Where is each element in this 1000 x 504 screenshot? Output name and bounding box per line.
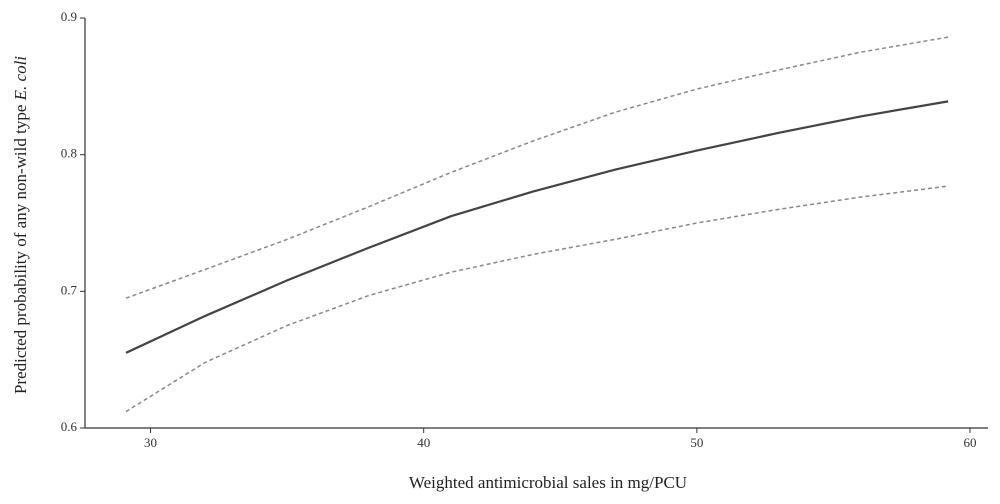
x-axis-label: Weighted antimicrobial sales in mg/PCU [409, 473, 687, 492]
series-line [125, 100, 949, 354]
x-tick-label: 50 [690, 435, 703, 450]
y-tick-label: 0.7 [61, 282, 78, 297]
y-axis-label: Predicted probability of any non-wild ty… [11, 56, 30, 394]
x-tick-label: 60 [963, 435, 976, 450]
y-tick-label: 0.8 [61, 146, 77, 161]
y-axis-label-italic: E. coli [11, 56, 30, 102]
y-tick-label: 0.9 [61, 9, 77, 24]
y-tick-label: 0.6 [61, 419, 78, 434]
x-tick-label: 40 [417, 435, 430, 450]
series-line [125, 36, 949, 299]
x-tick-label: 30 [144, 435, 157, 450]
y-axis-label-text: Predicted probability of any non-wild ty… [11, 105, 30, 394]
series-line [125, 185, 949, 413]
